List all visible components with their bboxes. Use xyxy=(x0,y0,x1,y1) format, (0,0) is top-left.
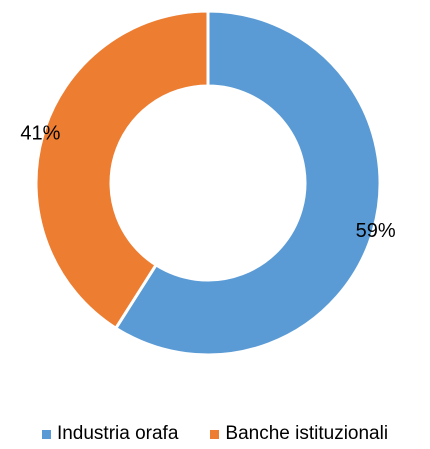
legend-item-industria-orafa: Industria orafa xyxy=(41,423,179,445)
legend-swatch-banche-istituzionali xyxy=(210,429,220,439)
legend-label-banche-istituzionali: Banche istituzionali xyxy=(225,423,389,444)
slice-industria-orafa xyxy=(113,9,382,357)
donut-slices xyxy=(34,9,382,357)
data-labels: 59% 41% xyxy=(20,123,395,242)
data-label-industria-orafa: 59% xyxy=(356,220,396,242)
legend-label-industria-orafa: Industria orafa xyxy=(56,423,179,444)
legend-item-banche-istituzionali: Banche istituzionali xyxy=(210,423,388,445)
slice-banche-istituzionali xyxy=(34,9,210,331)
data-label-banche-istituzionali: 41% xyxy=(20,123,60,145)
legend-swatch-industria-orafa xyxy=(41,429,51,439)
legend: Industria orafa Banche istituzionali xyxy=(0,420,430,448)
